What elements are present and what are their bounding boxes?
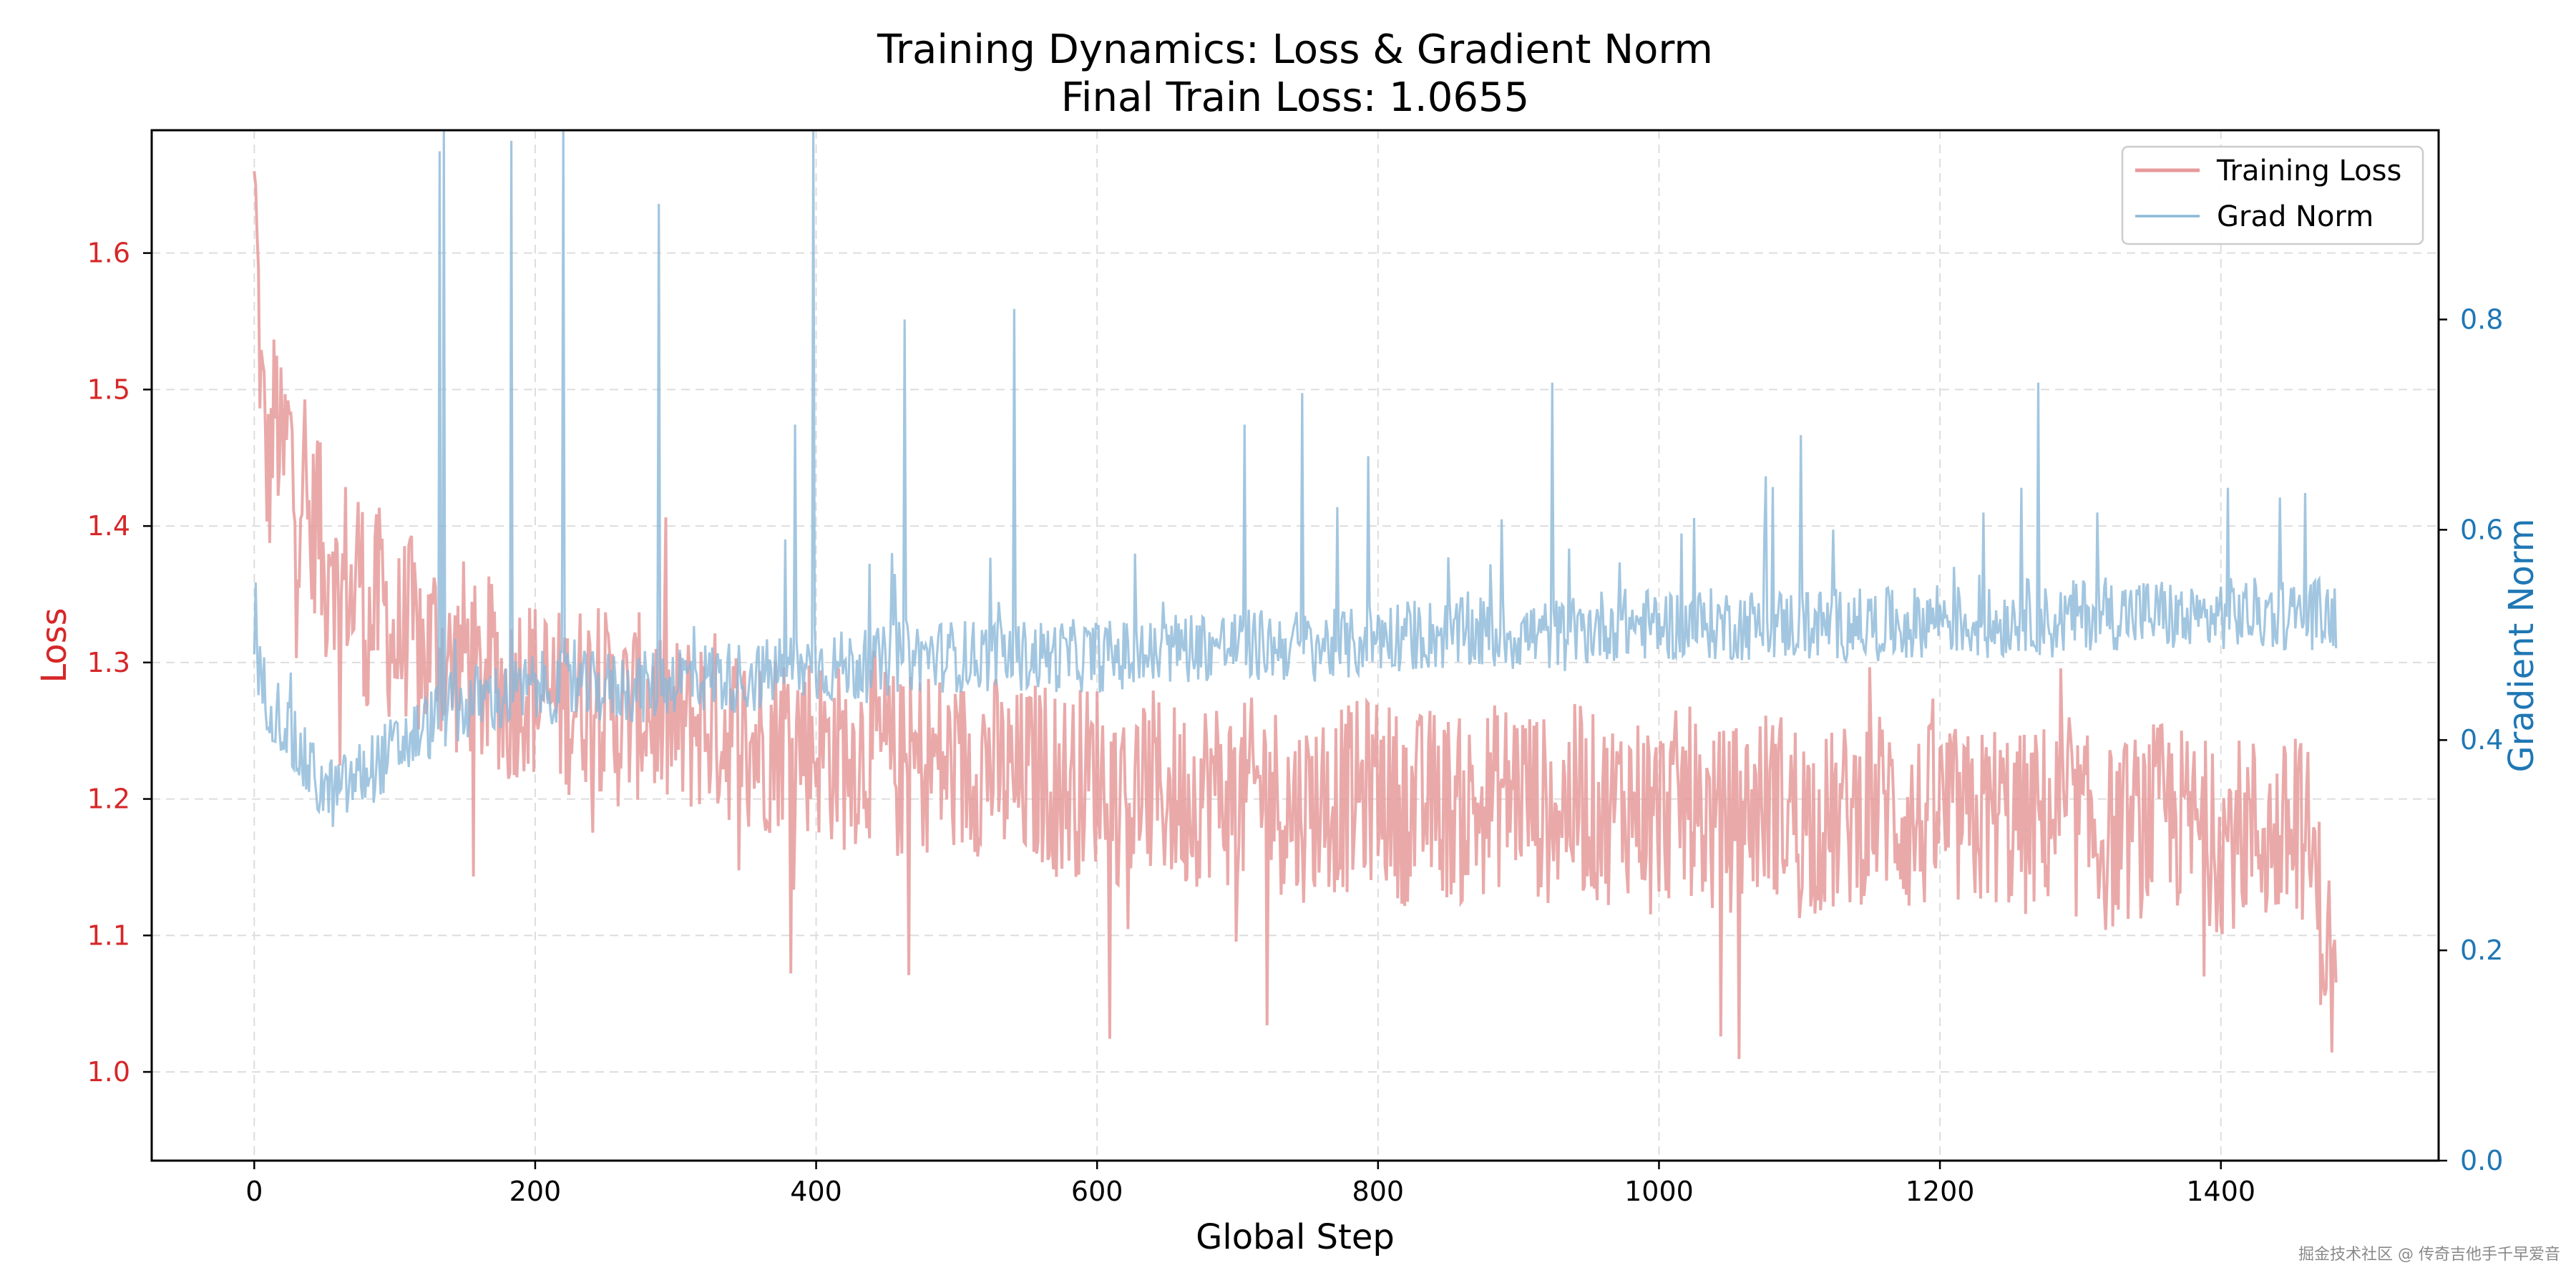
plot-frame — [150, 129, 2440, 1162]
x-tick-label: 0 — [245, 1176, 263, 1207]
training-loss-series — [253, 170, 2338, 1060]
x-tick-label: 800 — [1352, 1176, 1405, 1207]
left-y-axis-label: Loss — [34, 608, 74, 683]
legend-label-grad-norm: Grad Norm — [2217, 200, 2373, 233]
right-y-tick-label: 0.2 — [2460, 935, 2503, 966]
legend-label-training-loss: Training Loss — [2216, 155, 2401, 187]
right-y-tick-label: 0.0 — [2460, 1145, 2503, 1176]
left-y-tick-label: 1.5 — [87, 374, 130, 405]
right-y-tick-label: 0.8 — [2460, 303, 2503, 335]
left-y-tick-label: 1.0 — [87, 1056, 130, 1088]
left-y-axis: 1.0 1.1 1.2 1.3 1.4 1.5 1.6 — [87, 238, 152, 1088]
left-y-tick-label: 1.4 — [87, 510, 130, 542]
watermark: 掘金技术社区 @ 传奇吉他手千早爱音 — [2298, 1246, 2560, 1264]
x-tick-label: 600 — [1071, 1176, 1123, 1207]
grad-norm-series — [253, 130, 2338, 827]
x-tick-label: 1400 — [2186, 1176, 2255, 1207]
right-y-tick-label: 0.6 — [2460, 514, 2503, 545]
chart-subtitle: Final Train Loss: 1.0655 — [1061, 74, 1529, 121]
right-y-tick-label: 0.4 — [2460, 724, 2503, 756]
x-tick-label: 200 — [509, 1176, 562, 1207]
right-y-axis: 0.0 0.2 0.4 0.6 0.8 — [2439, 303, 2503, 1176]
x-axis: 0 200 400 600 800 1000 1200 1400 — [245, 1161, 2255, 1207]
legend: Training Loss Grad Norm — [2121, 145, 2424, 245]
left-y-tick-label: 1.1 — [87, 919, 130, 951]
x-tick-label: 400 — [790, 1176, 842, 1207]
left-y-tick-label: 1.2 — [87, 784, 130, 815]
x-tick-label: 1000 — [1624, 1176, 1694, 1207]
left-y-tick-label: 1.3 — [87, 647, 130, 678]
right-y-axis-label: Gradient Norm — [2502, 518, 2542, 772]
x-axis-label: Global Step — [1196, 1217, 1395, 1257]
left-y-tick-label: 1.6 — [87, 238, 130, 269]
chart-title: Training Dynamics: Loss & Gradient Norm — [877, 26, 1713, 73]
x-tick-label: 1200 — [1906, 1176, 1975, 1207]
plot-area — [253, 130, 2338, 1060]
